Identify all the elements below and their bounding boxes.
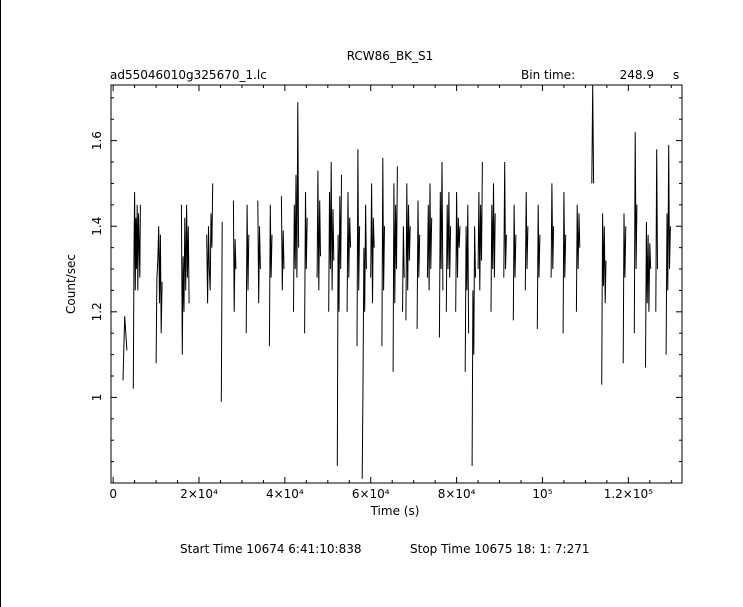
x-tick-label-3: 6×10⁴ [352, 487, 390, 501]
data-segment-3 [180, 204, 190, 355]
data-segment-20 [381, 157, 385, 347]
x-tick-label-2: 4×10⁴ [266, 487, 304, 501]
data-segment-25 [426, 183, 433, 291]
data-segment-15 [336, 174, 342, 466]
start-time-label: Start Time 10674 6:41:10:838 [180, 542, 362, 556]
data-segment-30 [471, 226, 476, 466]
data-segment-23 [405, 183, 411, 321]
data-segment-14 [328, 161, 335, 312]
data-segment-33 [503, 161, 507, 278]
bin-time-value: 248.9 [620, 68, 654, 82]
file-label: ad55046010g325670_1.lc [110, 68, 267, 82]
data-segment-18 [361, 204, 367, 479]
data-segment-0 [122, 316, 128, 381]
data-segment-38 [562, 191, 567, 334]
plot-frame [110, 84, 683, 484]
y-tick-label-3: 1.6 [90, 131, 104, 150]
data-segment-13 [316, 170, 321, 291]
stop-time-label: Stop Time 10675 18: 1: 7:271 [410, 542, 589, 556]
data-segment-11 [293, 102, 300, 312]
x-tick-label-0: 0 [109, 487, 117, 501]
data-segment-39 [575, 204, 581, 312]
data-segment-35 [524, 191, 529, 291]
x-tick-label-5: 10⁵ [532, 487, 552, 501]
data-segment-28 [455, 191, 461, 312]
data-segment-16 [346, 191, 352, 312]
data-segment-4 [206, 183, 214, 304]
data-segment-9 [268, 204, 273, 347]
data-segment-22 [402, 226, 405, 312]
data-segment-8 [257, 200, 261, 304]
data-segment-21 [392, 166, 398, 372]
bin-time-label: Bin time: [521, 68, 575, 82]
data-segment-26 [438, 161, 444, 338]
x-axis-label: Time (s) [370, 504, 420, 518]
data-segment-46 [665, 144, 671, 355]
light-curve-series [122, 84, 671, 479]
y-tick-label-2: 1.4 [90, 217, 104, 236]
data-segment-34 [512, 204, 517, 321]
data-segment-19 [370, 183, 375, 304]
data-segment-42 [622, 213, 627, 364]
data-segment-2 [155, 226, 163, 364]
chart-title: RCW86_BK_S1 [347, 49, 434, 63]
data-segment-24 [416, 200, 421, 329]
y-tick-label-1: 1.2 [90, 302, 104, 321]
x-axis: 0 2×10⁴ 4×10⁴ 6×10⁴ 8×10⁴ 10⁵ 1.2×10⁵ [109, 85, 672, 501]
x-tick-label-4: 8×10⁴ [438, 487, 476, 501]
data-segment-41 [601, 213, 607, 385]
data-segment-43 [633, 132, 638, 334]
data-segment-17 [356, 149, 361, 347]
data-segment-1 [132, 191, 141, 389]
y-axis-label: Count/sec [64, 254, 78, 314]
data-segment-45 [655, 149, 658, 312]
data-segment-32 [490, 183, 496, 312]
data-segment-7 [245, 204, 250, 334]
data-segment-29 [464, 204, 470, 372]
bin-time-unit: s [673, 68, 679, 82]
data-segment-10 [280, 196, 285, 291]
data-segment-5 [220, 221, 223, 402]
data-segment-27 [445, 191, 452, 312]
data-segment-6 [232, 200, 237, 312]
data-segment-36 [536, 204, 541, 329]
data-segment-44 [645, 221, 652, 368]
data-segment-40 [591, 84, 595, 184]
data-segment-12 [304, 191, 308, 334]
x-tick-label-1: 2×10⁴ [180, 487, 218, 501]
data-segment-31 [477, 161, 483, 291]
y-tick-label-0: 1 [90, 394, 104, 402]
y-axis: 1 1.2 1.4 1.6 [90, 97, 682, 463]
data-segment-37 [550, 183, 555, 278]
x-tick-label-6: 1.2×10⁵ [604, 487, 653, 501]
